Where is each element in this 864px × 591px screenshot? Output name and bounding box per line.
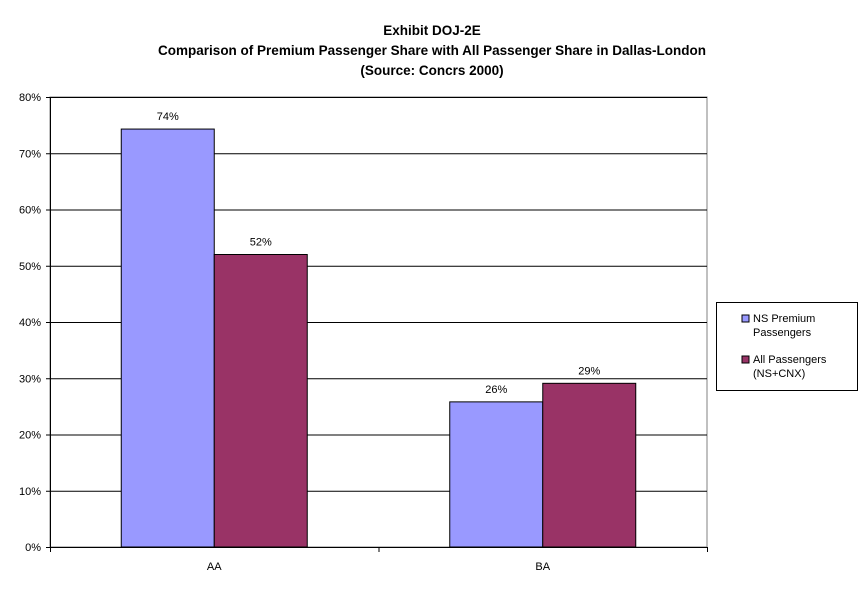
legend-label-series-2-line-1: All Passengers [753, 354, 827, 366]
chart-title-line-1: Exhibit DOJ-2E [383, 23, 481, 38]
axes [46, 97, 708, 552]
legend-swatch-series-1 [741, 314, 750, 323]
y-tick-label-60%: 60% [19, 205, 41, 217]
bar-AA-series-2 [213, 254, 308, 548]
legend-label-series-2-line-2: (NS+CNX) [753, 368, 805, 380]
bar-AA-series-1 [120, 128, 215, 548]
bar-BA-series-1 [449, 401, 544, 548]
y-tick-label-50%: 50% [19, 261, 41, 273]
y-tick-label-30%: 30% [19, 373, 41, 385]
y-tick-label-80%: 80% [19, 92, 41, 104]
legend-box [716, 302, 858, 391]
y-tick-label-70%: 70% [19, 148, 41, 160]
data-label-BA-series-1: 26% [485, 384, 507, 396]
y-tick-label-20%: 20% [19, 430, 41, 442]
data-labels: 74% 52% 26% 29% [157, 111, 601, 396]
y-tick-label-40%: 40% [19, 317, 41, 329]
data-label-AA-series-2: 52% [250, 237, 272, 249]
data-label-BA-series-2: 29% [578, 365, 600, 377]
bars [120, 128, 637, 548]
y-tick-label-10%: 10% [19, 486, 41, 498]
legend: NS Premium Passengers All Passengers (NS+CN… [716, 302, 858, 391]
legend-swatch-series-2 [741, 355, 750, 364]
y-axis-tick-labels: 0% 10% 20% 30% 40% 50% 60% 70% 80% [19, 92, 41, 554]
category-label-AA: AA [207, 561, 222, 573]
data-label-AA-series-1: 74% [157, 111, 179, 123]
chart-title: Exhibit DOJ-2E Comparison of Premium Pass… [158, 23, 706, 78]
legend-label-series-1-line-2: Passengers [753, 327, 812, 339]
y-tick-label-0%: 0% [25, 542, 41, 554]
chart-title-line-3: (Source: Concrs 2000) [360, 63, 503, 78]
bar-BA-series-2 [542, 382, 637, 548]
chart-title-line-2: Comparison of Premium Passenger Share wi… [158, 43, 706, 58]
legend-label-series-1-line-1: NS Premium [753, 313, 815, 325]
category-label-BA: BA [535, 561, 550, 573]
x-axis-category-labels: AA BA [207, 561, 551, 573]
